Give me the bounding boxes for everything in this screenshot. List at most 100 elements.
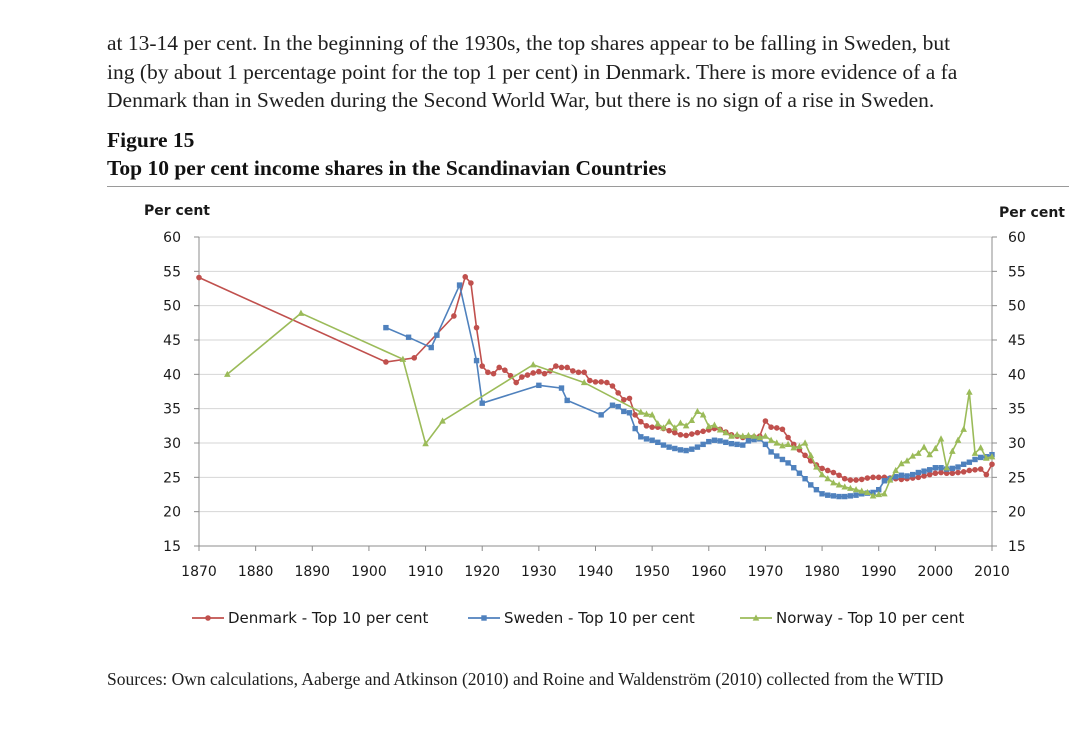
data-point-norway-1974 xyxy=(784,440,792,447)
data-point-norway-2004 xyxy=(954,436,962,443)
data-point-norway-1958 xyxy=(694,407,701,415)
data-point-sweden-1935 xyxy=(564,397,570,404)
data-point-denmark-1956 xyxy=(683,432,689,439)
data-point-sweden-1979 xyxy=(813,486,820,493)
data-point-sweden-1966 xyxy=(740,442,746,448)
data-point-sweden-1964 xyxy=(728,440,735,447)
data-point-norway-2008 xyxy=(977,444,984,451)
data-point-denmark-1919 xyxy=(473,324,480,331)
data-point-denmark-1915 xyxy=(451,313,457,319)
y-tick-label-left-35: 35 xyxy=(163,402,181,418)
data-point-norway-1972 xyxy=(773,439,781,446)
line-chart: 15 15 20 20 25 25 30 30 35 35 40 40 45 45 50 50 55 55 60 60… xyxy=(144,203,1065,627)
data-point-sweden-1949 xyxy=(643,436,650,442)
data-point-norway-2002 xyxy=(943,464,950,471)
x-tick-label-1900: 1900 xyxy=(351,564,387,580)
data-point-sweden-2001 xyxy=(938,465,944,471)
data-point-denmark-1924 xyxy=(502,367,508,374)
data-point-sweden-1912 xyxy=(434,332,440,338)
y-tick-label-left-20: 20 xyxy=(163,505,181,521)
data-point-sweden-1953 xyxy=(666,444,672,450)
y-tick-label-left-45: 45 xyxy=(163,333,181,349)
data-point-norway-1938 xyxy=(580,378,588,386)
x-tick-label-2000: 2000 xyxy=(918,564,954,580)
data-point-sweden-1946 xyxy=(626,410,633,416)
y-tick-label-right-60: 60 xyxy=(1008,230,1026,246)
data-point-norway-1997 xyxy=(915,449,922,456)
data-point-sweden-1982 xyxy=(830,493,837,499)
data-point-denmark-2003 xyxy=(949,470,956,477)
figure-label: Figure 15 xyxy=(107,128,195,152)
data-point-sweden-1968 xyxy=(751,436,757,443)
series-line-norway xyxy=(226,312,993,497)
data-point-sweden-1950 xyxy=(649,437,655,443)
y-tick-label-left-40: 40 xyxy=(163,367,181,383)
data-point-norway-1929 xyxy=(529,361,537,368)
data-point-denmark-1949 xyxy=(643,423,650,429)
data-point-norway-1996 xyxy=(909,452,916,459)
data-point-denmark-1989 xyxy=(870,474,876,481)
data-point-denmark-1933 xyxy=(553,363,559,369)
data-point-sweden-1983 xyxy=(836,493,842,500)
data-point-denmark-1999 xyxy=(926,471,933,478)
legend-label-norway: Norway - Top 10 per cent xyxy=(776,609,964,627)
data-point-sweden-2004 xyxy=(955,464,961,470)
data-point-sweden-1959 xyxy=(700,441,706,448)
y-tick-label-right-30: 30 xyxy=(1008,436,1026,452)
data-point-sweden-1956 xyxy=(683,447,689,454)
data-point-sweden-1973 xyxy=(779,456,786,463)
data-point-denmark-2005 xyxy=(960,469,967,475)
data-point-denmark-1955 xyxy=(677,431,684,438)
data-point-sweden-1977 xyxy=(802,476,808,482)
data-point-norway-1955 xyxy=(677,419,684,426)
data-point-sweden-1954 xyxy=(672,445,678,452)
y-tick-label-left-55: 55 xyxy=(163,264,181,280)
data-point-denmark-1922 xyxy=(490,370,497,377)
data-point-denmark-1985 xyxy=(847,477,854,483)
data-point-norway-1987 xyxy=(858,487,866,494)
data-point-denmark-1984 xyxy=(841,475,848,482)
data-point-sweden-1972 xyxy=(774,453,780,459)
data-point-norway-1888 xyxy=(297,309,305,316)
data-point-denmark-1971 xyxy=(768,424,774,431)
figure-title: Top 10 per cent income shares in the Sca… xyxy=(107,156,667,180)
x-tick-label-2010: 2010 xyxy=(974,564,1010,580)
data-point-sweden-1930 xyxy=(536,382,542,389)
data-point-sweden-1976 xyxy=(796,470,803,476)
paragraph-line-2: ing (by about 1 percentage point for the… xyxy=(107,59,958,84)
data-point-norway-1978 xyxy=(807,451,815,458)
paragraph-line-1: at 13-14 per cent. In the beginning of t… xyxy=(107,31,951,55)
data-point-norway-1965 xyxy=(733,431,741,438)
data-point-norway-1992 xyxy=(886,476,894,483)
data-point-sweden-1919 xyxy=(473,357,480,364)
y-tick-label-left-25: 25 xyxy=(163,470,181,486)
data-point-denmark-1903 xyxy=(383,359,389,365)
data-point-sweden-1961 xyxy=(711,437,718,443)
x-tick-label-1880: 1880 xyxy=(238,564,274,580)
title-divider xyxy=(107,186,1069,187)
data-point-denmark-1988 xyxy=(864,475,871,481)
data-point-sweden-1984 xyxy=(842,493,848,500)
x-tick-label-1920: 1920 xyxy=(464,564,500,580)
data-point-sweden-1986 xyxy=(853,492,859,498)
data-point-denmark-1937 xyxy=(575,369,582,376)
data-point-sweden-1920 xyxy=(479,400,485,406)
data-point-norway-1953 xyxy=(665,418,673,425)
legend-marker-denmark xyxy=(205,615,211,621)
data-point-norway-1960 xyxy=(705,422,713,430)
data-point-sweden-1903 xyxy=(383,324,389,331)
data-point-norway-2003 xyxy=(949,447,956,454)
data-point-denmark-2010 xyxy=(989,461,995,468)
data-point-norway-1949 xyxy=(643,410,650,417)
data-point-sweden-1907 xyxy=(405,334,412,340)
data-point-sweden-1911 xyxy=(428,344,434,351)
data-point-norway-1961 xyxy=(711,421,718,428)
data-point-norway-1984 xyxy=(841,483,849,490)
data-point-norway-1910 xyxy=(422,440,429,447)
data-point-sweden-1916 xyxy=(456,282,463,288)
data-point-norway-1998 xyxy=(920,443,928,450)
y-axis-label-left: Per cent xyxy=(144,203,210,219)
legend-label-denmark: Denmark - Top 10 per cent xyxy=(228,609,428,627)
data-point-denmark-1939 xyxy=(587,377,593,384)
x-tick-label-1890: 1890 xyxy=(294,564,330,580)
